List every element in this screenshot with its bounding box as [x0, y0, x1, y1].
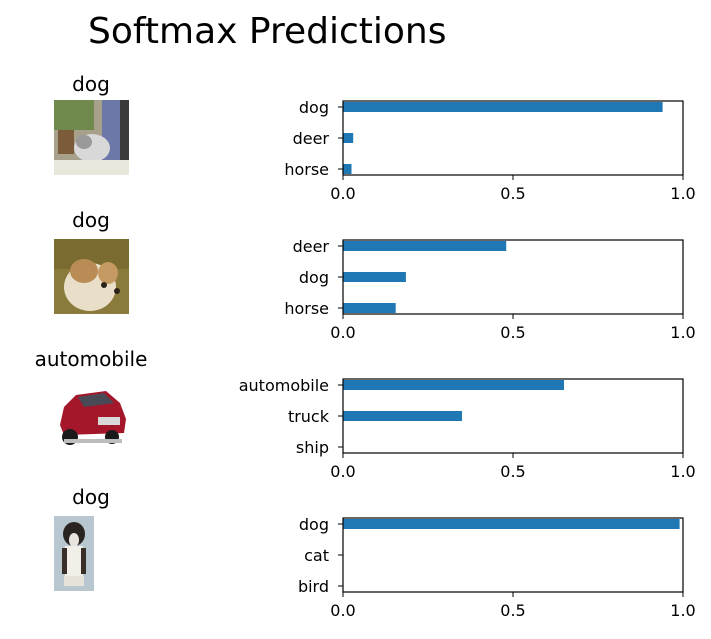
xtick-label-3-1: 0.0 — [330, 462, 355, 481]
car-image — [54, 377, 129, 452]
dog-image-2 — [54, 239, 129, 314]
bar-1-1 — [343, 102, 663, 112]
xtick-label-1-3: 1.0 — [670, 184, 695, 203]
category-label-4-3: bird — [298, 577, 329, 596]
xtick-label-2-3: 1.0 — [670, 323, 695, 342]
category-label-2-1: deer — [293, 237, 330, 256]
category-label-4-2: cat — [304, 546, 329, 565]
xtick-label-1-2: 0.5 — [500, 184, 525, 203]
category-label-3-2: truck — [288, 407, 330, 426]
bar-2-2 — [343, 272, 406, 282]
axes-frame-1 — [342, 100, 684, 176]
category-label-1-1: dog — [299, 98, 329, 117]
category-label-2-3: horse — [284, 299, 329, 318]
bar-3-1 — [343, 380, 564, 390]
image-label-1: dog — [72, 72, 110, 96]
category-label-3-1: automobile — [239, 376, 329, 395]
image-label-2: dog — [72, 208, 110, 232]
xtick-label-3-3: 1.0 — [670, 462, 695, 481]
xtick-label-4-3: 1.0 — [670, 601, 695, 620]
xtick-label-4-1: 0.0 — [330, 601, 355, 620]
image-label-3: automobile — [34, 347, 148, 371]
category-label-3-3: ship — [296, 438, 329, 457]
category-label-1-2: deer — [293, 129, 330, 148]
bar-2-1 — [343, 241, 507, 251]
xtick-label-1-1: 0.0 — [330, 184, 355, 203]
image-label-4: dog — [72, 485, 110, 509]
category-label-1-3: horse — [284, 160, 329, 179]
bar-1-2 — [343, 133, 354, 143]
figure-title: Softmax Predictions — [88, 11, 447, 52]
xtick-label-2-2: 0.5 — [500, 323, 525, 342]
category-label-2-2: dog — [299, 268, 329, 287]
xtick-label-2-1: 0.0 — [330, 323, 355, 342]
xtick-label-4-2: 0.5 — [500, 601, 525, 620]
xtick-label-3-2: 0.5 — [500, 462, 525, 481]
bar-4-1 — [343, 519, 680, 529]
category-label-4-1: dog — [299, 515, 329, 534]
dog-image-1 — [54, 100, 129, 175]
bar-1-3 — [343, 164, 352, 174]
bar-3-2 — [343, 411, 462, 421]
bar-2-3 — [343, 303, 396, 313]
axes-frame-4 — [342, 517, 684, 593]
dog-image-3 — [54, 516, 94, 591]
